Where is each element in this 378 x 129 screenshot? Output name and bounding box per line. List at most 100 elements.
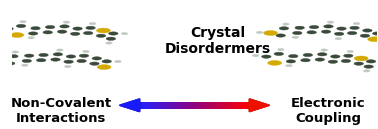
Bar <box>244 102 245 109</box>
Circle shape <box>341 59 351 63</box>
Bar <box>191 102 192 109</box>
Bar <box>180 102 181 109</box>
Bar <box>205 102 206 109</box>
Bar <box>160 102 161 109</box>
Bar <box>198 102 199 109</box>
Circle shape <box>70 32 80 35</box>
Circle shape <box>28 32 38 35</box>
Bar <box>200 102 201 109</box>
Circle shape <box>39 53 48 57</box>
Text: Crystal
Disordermers: Crystal Disordermers <box>165 26 271 56</box>
Bar <box>230 102 231 109</box>
Bar <box>159 102 160 109</box>
Bar <box>151 102 152 109</box>
Bar <box>196 102 197 109</box>
Bar <box>219 102 220 109</box>
Bar <box>246 102 248 109</box>
Circle shape <box>83 50 89 53</box>
Bar <box>229 102 231 109</box>
Bar <box>173 102 174 109</box>
Circle shape <box>309 25 319 29</box>
Bar <box>214 102 215 109</box>
Bar <box>243 102 244 109</box>
Bar <box>195 102 196 109</box>
Bar <box>163 102 164 109</box>
FancyArrow shape <box>119 99 139 112</box>
Bar <box>162 102 163 109</box>
Bar <box>204 102 205 109</box>
Circle shape <box>335 38 342 40</box>
Bar <box>174 102 175 109</box>
Bar <box>248 102 249 109</box>
Circle shape <box>9 55 18 58</box>
Bar <box>239 102 240 109</box>
Bar <box>223 102 224 109</box>
Bar <box>153 102 154 109</box>
Bar <box>187 102 188 109</box>
Circle shape <box>283 23 289 25</box>
Bar <box>197 102 198 109</box>
Circle shape <box>288 54 298 58</box>
FancyArrow shape <box>249 99 270 112</box>
Circle shape <box>77 59 86 63</box>
Bar <box>170 102 171 109</box>
Bar <box>176 102 177 109</box>
Bar <box>181 102 182 109</box>
Circle shape <box>262 55 271 58</box>
Circle shape <box>65 65 71 68</box>
Circle shape <box>57 30 67 33</box>
Bar <box>202 102 203 109</box>
Bar <box>216 102 217 109</box>
Bar <box>156 102 158 109</box>
Circle shape <box>286 60 296 63</box>
Bar <box>182 102 183 109</box>
Bar <box>209 102 210 109</box>
Bar <box>197 102 198 109</box>
Bar <box>218 102 219 109</box>
Bar <box>141 102 142 109</box>
Bar <box>184 102 186 109</box>
Bar <box>169 102 170 109</box>
Bar <box>209 102 210 109</box>
Bar <box>231 102 232 109</box>
Bar <box>183 102 184 109</box>
Circle shape <box>45 25 55 29</box>
Bar <box>168 102 169 109</box>
Circle shape <box>363 70 370 72</box>
Bar <box>232 102 233 109</box>
Circle shape <box>347 50 353 53</box>
Bar <box>142 102 143 109</box>
Bar <box>224 102 225 109</box>
Bar <box>157 102 158 109</box>
Bar <box>151 102 152 109</box>
Bar <box>179 102 180 109</box>
Bar <box>169 102 170 109</box>
Circle shape <box>268 61 282 65</box>
Bar <box>212 102 214 109</box>
Bar <box>238 102 239 109</box>
Circle shape <box>252 54 259 57</box>
Text: Electronic
Coupling: Electronic Coupling <box>291 97 365 125</box>
Bar <box>214 102 215 109</box>
Bar <box>167 102 168 109</box>
Bar <box>175 102 176 109</box>
Bar <box>152 102 153 109</box>
Circle shape <box>43 31 53 34</box>
Bar <box>147 102 148 109</box>
Bar <box>210 102 211 109</box>
Bar <box>215 102 216 109</box>
Bar <box>165 102 166 109</box>
Bar <box>198 102 199 109</box>
Bar <box>162 102 163 109</box>
Circle shape <box>16 24 26 28</box>
Bar <box>212 102 213 109</box>
Bar <box>195 102 197 109</box>
Bar <box>201 102 203 109</box>
Bar <box>190 102 191 109</box>
Circle shape <box>0 26 1 29</box>
Circle shape <box>102 60 112 63</box>
Bar <box>222 102 223 109</box>
Bar <box>146 102 147 109</box>
Bar <box>186 102 187 109</box>
Bar <box>174 102 175 109</box>
